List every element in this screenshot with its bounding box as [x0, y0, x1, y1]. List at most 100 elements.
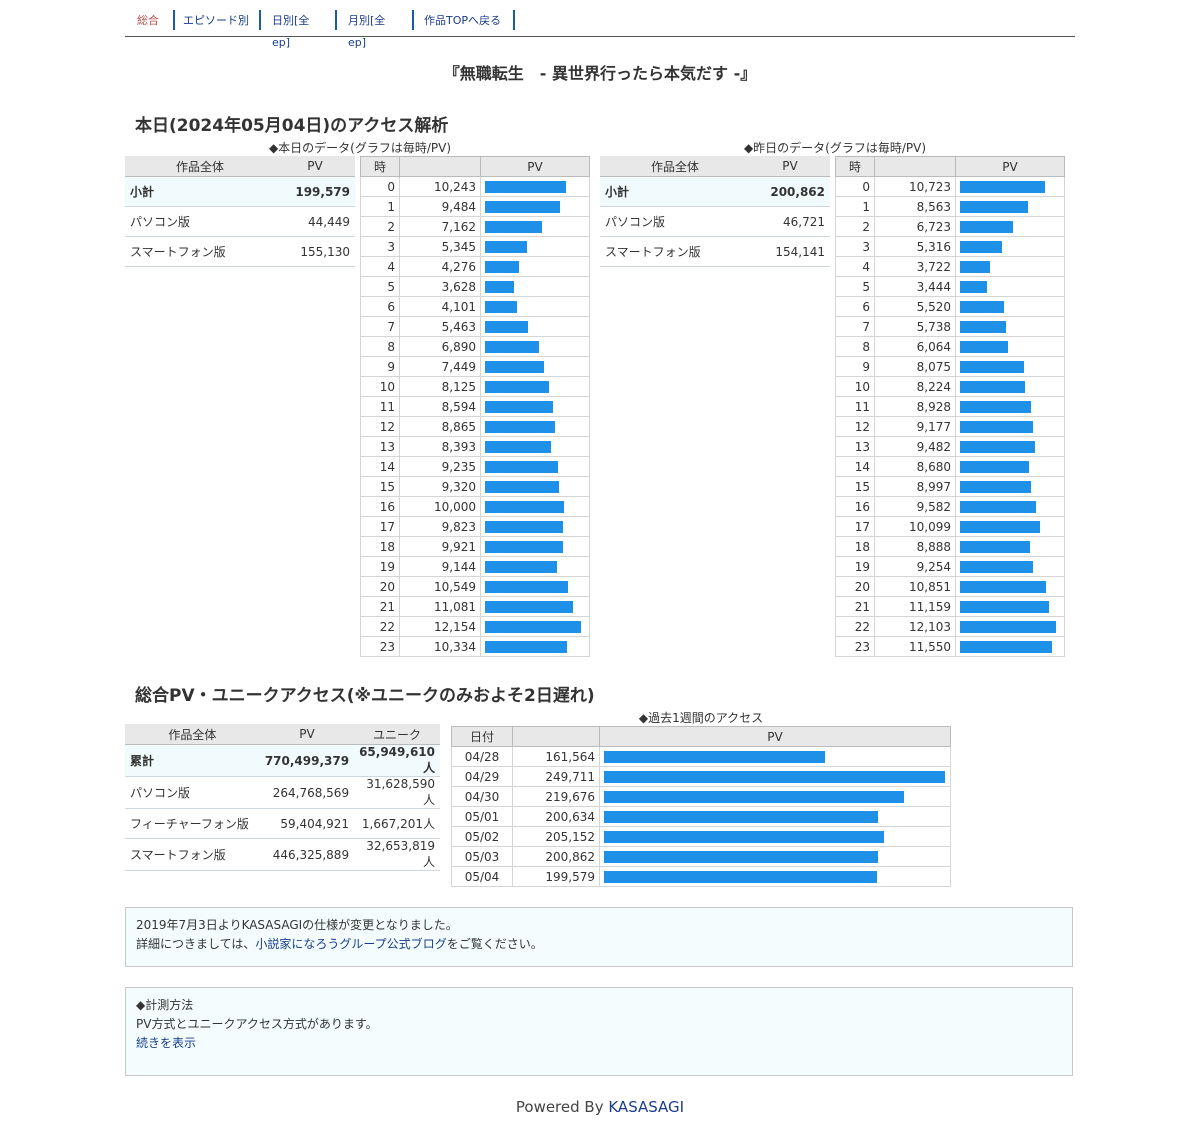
bar-cell: [480, 556, 590, 577]
pv-bar: [960, 321, 1006, 333]
table-row: スマートフォン版 154,141: [600, 236, 830, 267]
hour-label: 21: [835, 596, 875, 617]
table-row: 19 9,144: [360, 556, 590, 577]
bar-cell: [480, 336, 590, 357]
pv-bar: [485, 361, 544, 373]
pv-bar: [960, 641, 1052, 653]
hour-pv: 4,101: [399, 296, 481, 317]
hour-label: 6: [835, 296, 875, 317]
kasasagi-link[interactable]: KASASAGI: [608, 1098, 685, 1116]
pv-bar: [960, 421, 1033, 433]
week-header-date: 日付: [451, 726, 513, 747]
pv-bar: [604, 771, 945, 783]
row-pv: 44,449: [275, 206, 355, 237]
bar-cell: [480, 636, 590, 657]
table-row: 6 4,101: [360, 296, 590, 317]
spec-change-notice: 2019年7月3日よりKASASAGIの仕様が変更となりました。 詳細につきまし…: [125, 907, 1073, 967]
pv-bar: [960, 561, 1033, 573]
bar-cell: [599, 786, 951, 807]
hour-pv: 10,243: [399, 176, 481, 197]
hour-label: 23: [360, 636, 400, 657]
table-row: 12 9,177: [835, 416, 1065, 437]
week-header-pv-value: [512, 726, 600, 747]
bar-cell: [955, 176, 1065, 197]
hour-label: 19: [360, 556, 400, 577]
hour-label: 7: [835, 316, 875, 337]
nav-episode[interactable]: エピソード別: [173, 10, 261, 30]
row-label: スマートフォン版: [600, 236, 750, 267]
pv-bar: [604, 791, 904, 803]
table-row: 22 12,103: [835, 616, 1065, 637]
nav-work-top[interactable]: 作品TOPへ戻る: [414, 10, 515, 30]
day-pv: 200,634: [512, 806, 600, 827]
bar-cell: [955, 476, 1065, 497]
blog-link[interactable]: 小説家になろうグループ公式ブログ: [255, 937, 447, 951]
table-row: パソコン版 264,768,569 31,628,590人: [125, 776, 440, 809]
table-row: 0 10,243: [360, 176, 590, 197]
nav-monthly[interactable]: 月別[全ep]: [338, 10, 414, 49]
hour-label: 17: [360, 516, 400, 537]
hour-label: 15: [835, 476, 875, 497]
hour-pv: 10,851: [874, 576, 956, 597]
row-label: スマートフォン版: [125, 236, 275, 267]
bar-cell: [599, 746, 951, 767]
row-pv: 199,579: [275, 176, 355, 207]
table-row: 8 6,064: [835, 336, 1065, 357]
day-pv: 205,152: [512, 826, 600, 847]
bar-cell: [955, 236, 1065, 257]
bar-cell: [480, 176, 590, 197]
table-row: 18 9,921: [360, 536, 590, 557]
date-label: 05/03: [451, 846, 513, 867]
hour-label: 12: [360, 416, 400, 437]
table-row: 3 5,345: [360, 236, 590, 257]
hour-pv: 8,563: [874, 196, 956, 217]
hour-pv: 8,393: [399, 436, 481, 457]
row-label: パソコン版: [125, 206, 275, 237]
row-unique: 1,667,201人: [354, 808, 440, 839]
show-more-link[interactable]: 続きを表示: [136, 1036, 197, 1050]
bar-cell: [955, 616, 1065, 637]
hour-pv: 8,997: [874, 476, 956, 497]
hour-pv: 9,582: [874, 496, 956, 517]
hour-label: 14: [360, 456, 400, 477]
notice-line-2: 詳細につきましては、小説家になろうグループ公式ブログをご覧ください。: [136, 935, 1062, 954]
hour-pv: 8,224: [874, 376, 956, 397]
hour-label: 6: [360, 296, 400, 317]
measurement-title: ◆計測方法: [136, 998, 194, 1012]
hourly-header-hour: 時: [835, 156, 875, 177]
pv-bar: [960, 461, 1029, 473]
table-row: 14 8,680: [835, 456, 1065, 477]
table-row: 小計 199,579: [125, 176, 355, 207]
pv-bar: [960, 341, 1008, 353]
pv-bar: [960, 581, 1046, 593]
hour-pv: 5,520: [874, 296, 956, 317]
hour-label: 9: [360, 356, 400, 377]
bar-cell: [955, 376, 1065, 397]
row-pv: 154,141: [750, 236, 830, 267]
hour-pv: 11,081: [399, 596, 481, 617]
table-row: 04/28 161,564: [451, 746, 951, 767]
pv-bar: [960, 621, 1056, 633]
page-title: 『無職転生 - 異世界行ったら本気だす -』: [443, 64, 757, 83]
pv-bar: [485, 521, 563, 533]
hour-label: 5: [835, 276, 875, 297]
hour-pv: 6,890: [399, 336, 481, 357]
table-row: 18 8,888: [835, 536, 1065, 557]
hourly-header-pv: PV: [955, 156, 1065, 177]
table-row: 05/02 205,152: [451, 826, 951, 847]
pv-bar: [485, 321, 528, 333]
table-row: 2 7,162: [360, 216, 590, 237]
nav-overall[interactable]: 総合: [127, 10, 175, 30]
table-row: パソコン版 44,449: [125, 206, 355, 237]
pv-bar: [485, 261, 519, 273]
hour-pv: 10,549: [399, 576, 481, 597]
date-label: 05/04: [451, 866, 513, 887]
bar-cell: [955, 256, 1065, 277]
hour-label: 13: [360, 436, 400, 457]
hour-label: 3: [360, 236, 400, 257]
hour-label: 1: [360, 196, 400, 217]
pv-bar: [485, 221, 542, 233]
nav-daily[interactable]: 日別[全ep]: [262, 10, 337, 49]
pv-bar: [485, 401, 553, 413]
row-unique: 32,653,819人: [354, 838, 440, 871]
